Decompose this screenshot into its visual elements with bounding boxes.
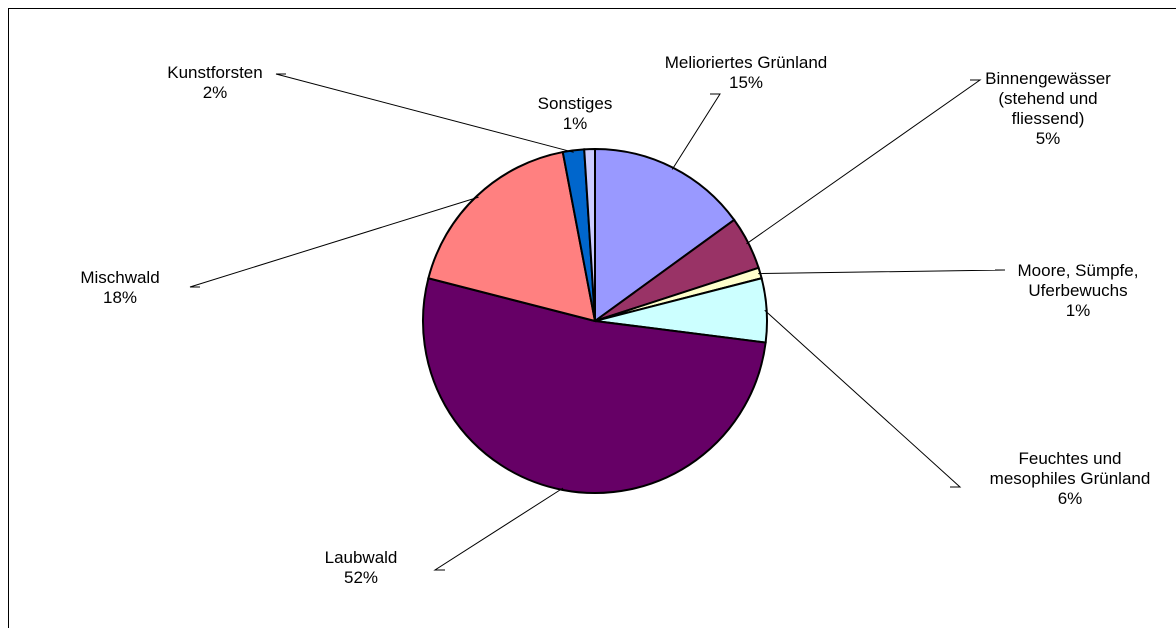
slice-label-line: 1% [1066, 301, 1091, 320]
slice-label-line: Binnengewässer [985, 69, 1111, 88]
leader-lines [189, 73, 1006, 571]
slice-label-line: 52% [344, 568, 378, 587]
slice-label-line: 6% [1058, 489, 1083, 508]
pie-slices [421, 147, 768, 495]
leader-line-0 [671, 93, 721, 170]
leader-line-4 [433, 487, 564, 571]
chart-frame [8, 8, 1176, 628]
slice-label-line: 2% [203, 83, 228, 102]
slice-label-3: Feuchtes und mesophiles Grünland 6% [990, 449, 1151, 508]
leader-line-2 [758, 269, 1006, 275]
slice-label-7: Sonstiges 1% [538, 94, 613, 133]
pie-slice-4 [421, 277, 767, 495]
slice-label-line: Kunstforsten [167, 63, 262, 82]
pie-slice-5 [427, 150, 597, 323]
slice-label-2: Moore, Sümpfe, Uferbewuchs 1% [1018, 261, 1139, 320]
slice-label-line: mesophiles Grünland [990, 469, 1151, 488]
slice-label-line: 5% [1036, 129, 1061, 148]
slice-label-6: Kunstforsten 2% [167, 63, 262, 102]
slice-label-line: 1% [563, 114, 588, 133]
slice-label-line: Feuchtes und [1018, 449, 1121, 468]
slice-label-5: Mischwald 18% [80, 268, 159, 307]
slice-labels: Melioriertes Grünland 15% Binnengewässer (s… [80, 53, 1150, 587]
slice-label-line: (stehend und [998, 89, 1097, 108]
slice-label-line: fliessend) [1012, 109, 1085, 128]
slice-label-line: Uferbewuchs [1028, 281, 1127, 300]
slice-label-line: 18% [103, 288, 137, 307]
leader-line-1 [746, 79, 982, 245]
slice-label-line: Sonstiges [538, 94, 613, 113]
leader-line-3 [764, 309, 962, 488]
slice-label-0: Melioriertes Grünland 15% [665, 53, 828, 92]
leader-line-6 [275, 73, 574, 153]
slice-label-1: Binnengewässer (stehend und fliessend) 5% [985, 69, 1111, 148]
slice-label-line: Moore, Sümpfe, [1018, 261, 1139, 280]
slice-label-line: Laubwald [325, 548, 398, 567]
leader-line-5 [189, 196, 479, 288]
slice-label-line: 15% [729, 73, 763, 92]
pie-slice-7 [583, 147, 596, 322]
slice-label-line: Mischwald [80, 268, 159, 287]
slice-label-4: Laubwald 52% [325, 548, 398, 587]
slice-label-line: Melioriertes Grünland [665, 53, 828, 72]
